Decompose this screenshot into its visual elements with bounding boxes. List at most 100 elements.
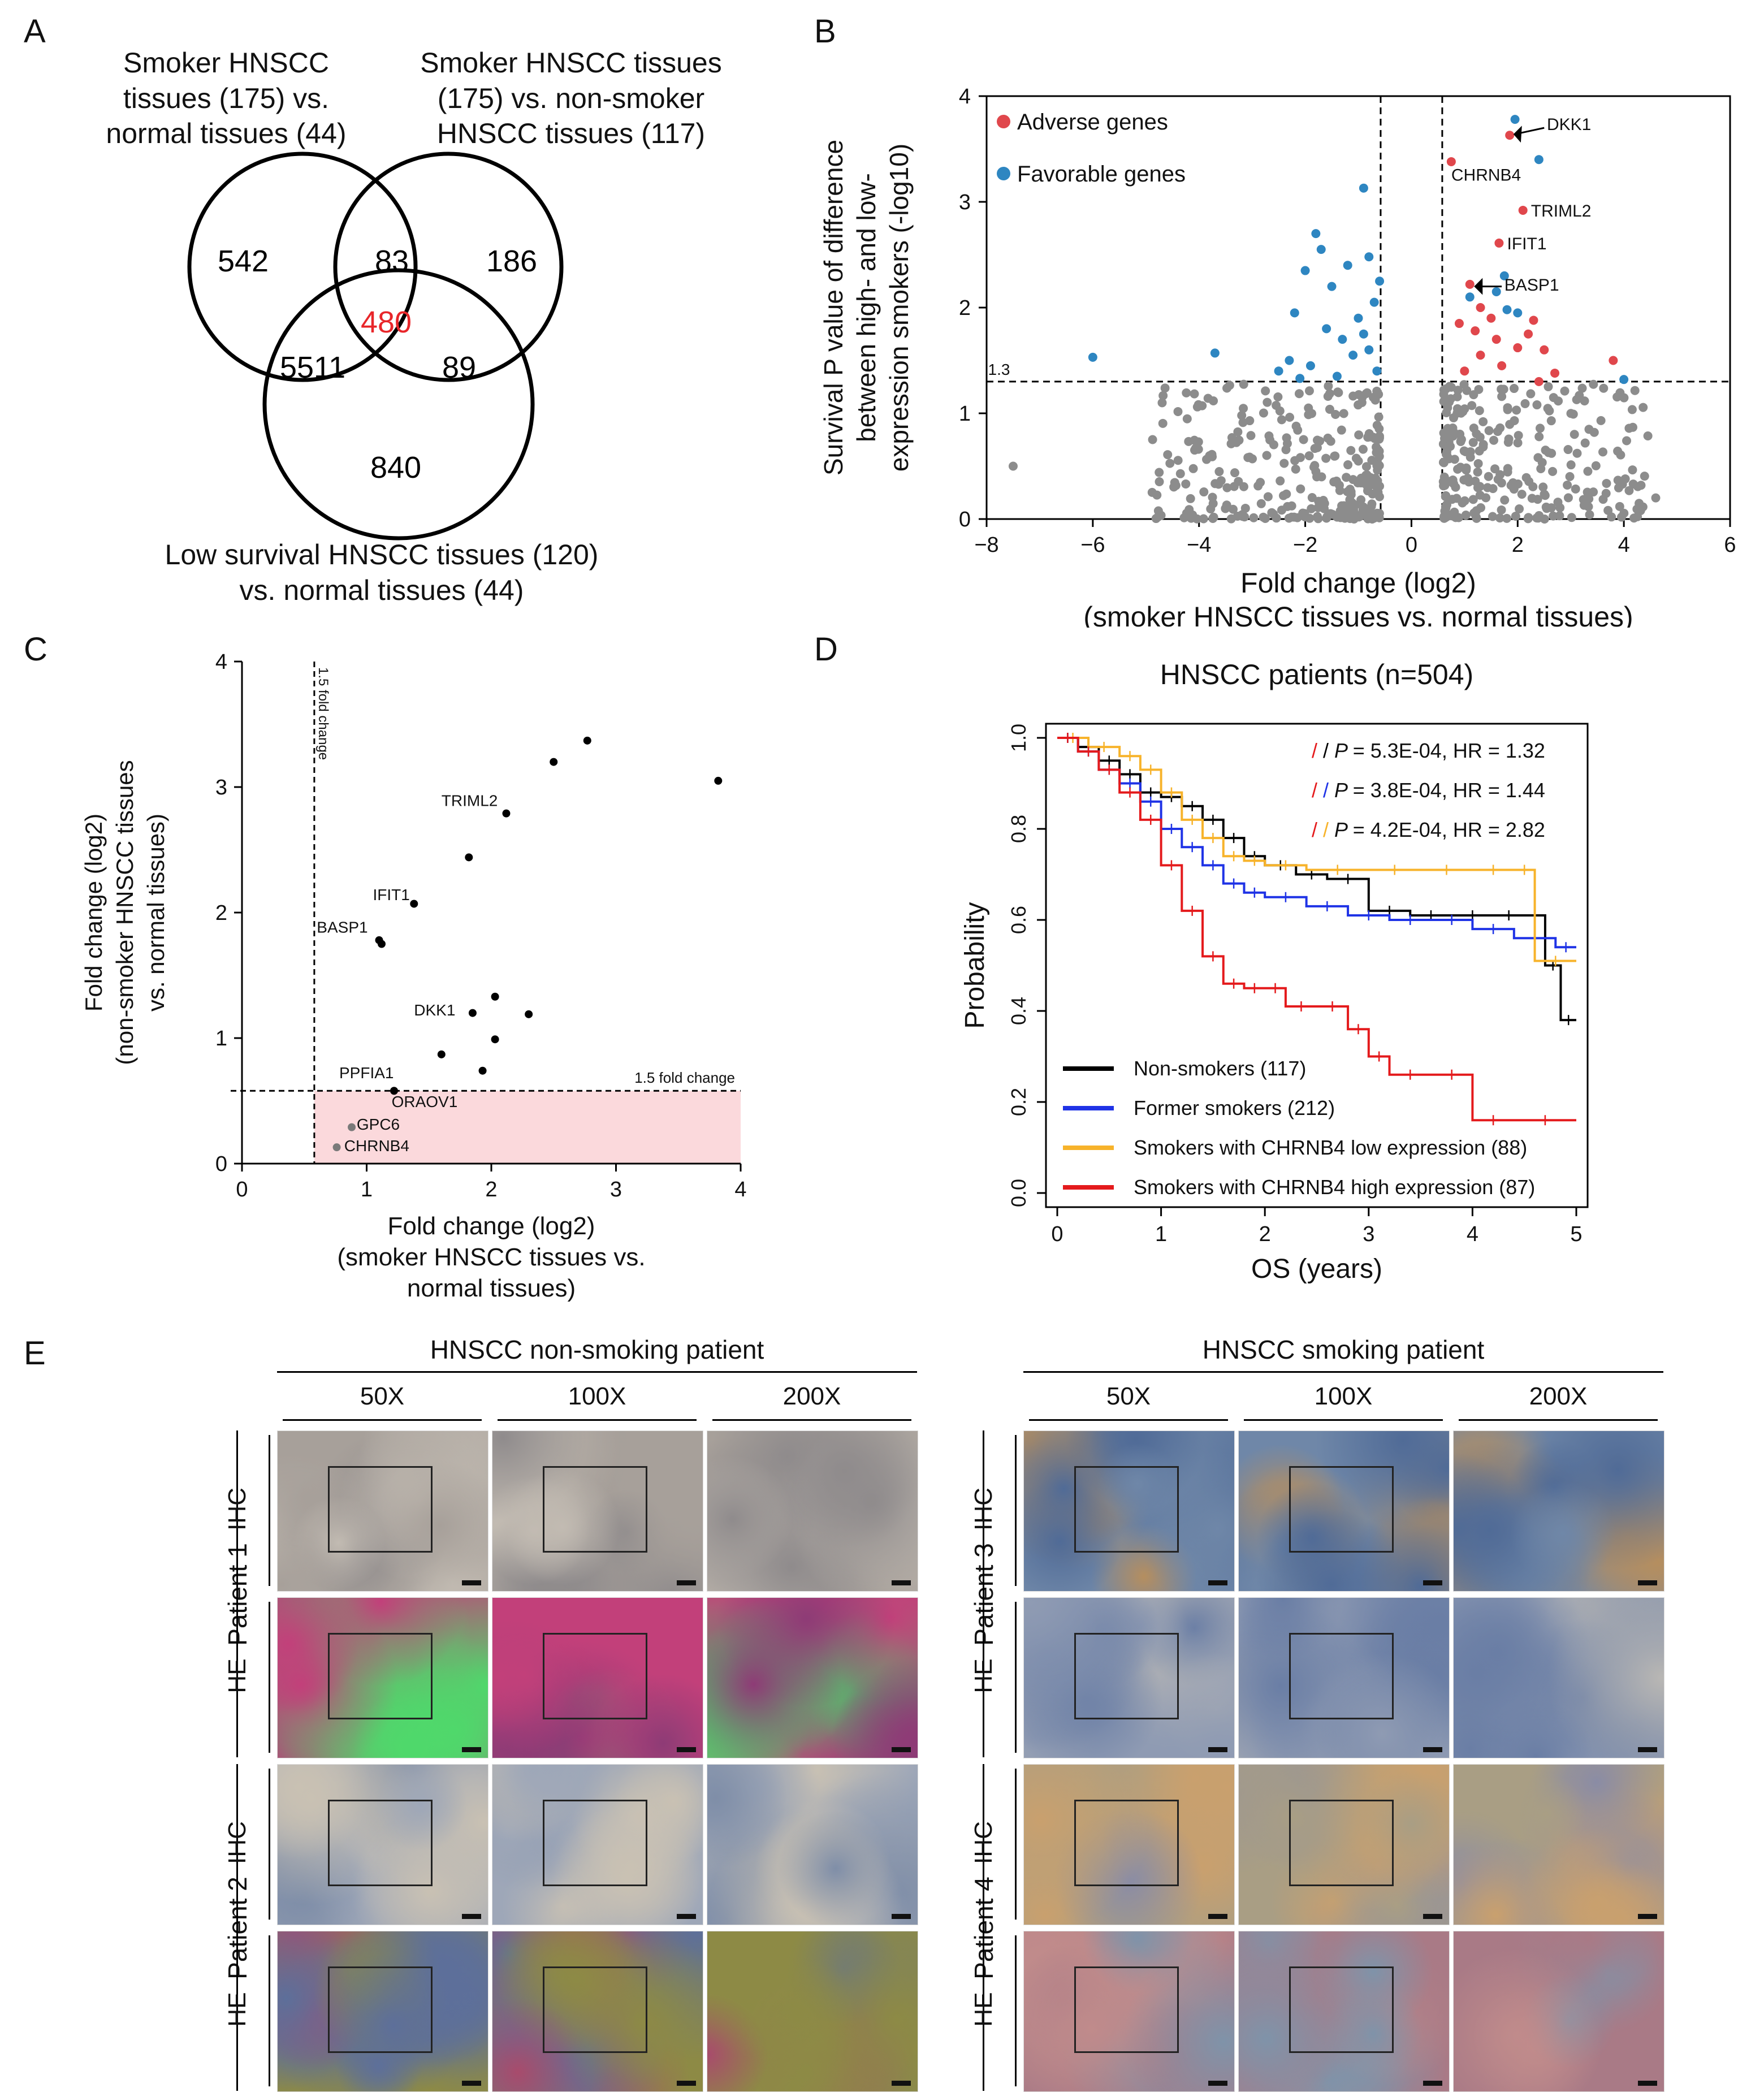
point-other	[1261, 386, 1270, 396]
y-tick-label: 0	[959, 508, 971, 531]
point-other	[1462, 463, 1471, 473]
point-other	[1372, 461, 1382, 470]
point-other	[1555, 511, 1564, 521]
point-other	[1535, 423, 1545, 433]
point-other	[1263, 492, 1273, 502]
point-other	[1153, 506, 1163, 516]
point-other	[1446, 382, 1456, 392]
y-tick-label: 4	[215, 650, 227, 674]
point-adverse	[1497, 361, 1507, 370]
point-other	[1182, 414, 1192, 423]
point-other	[1209, 396, 1218, 406]
x-tick-label: 2	[485, 1178, 497, 1201]
scale-bar	[462, 2081, 481, 2086]
scale-bar	[1638, 1580, 1657, 1585]
group-title: HNSCC smoking patient	[1202, 1335, 1485, 1364]
micrograph-image	[1023, 1597, 1235, 1758]
point-other	[1374, 509, 1384, 518]
magnification-label: 100X	[568, 1382, 626, 1410]
magnification-rule	[1244, 1419, 1443, 1421]
venn-count-left-right: 83	[375, 244, 409, 278]
annotation-label: CHRNB4	[344, 1137, 409, 1155]
scale-bar	[1208, 1747, 1227, 1752]
data-point	[550, 758, 558, 766]
point-other	[1488, 512, 1498, 521]
legend-label: Favorable genes	[1017, 162, 1186, 187]
highlight-band	[314, 1091, 741, 1164]
scale-bar	[1638, 1747, 1657, 1752]
point-other	[1548, 466, 1558, 476]
point-other	[1331, 476, 1341, 486]
point-other	[1598, 495, 1608, 504]
point-other	[1273, 392, 1283, 402]
point-other	[1508, 478, 1518, 487]
point-other	[1363, 388, 1372, 397]
point-other	[1240, 512, 1250, 522]
point-other	[1546, 416, 1556, 426]
group-title: HNSCC non-smoking patient	[430, 1335, 764, 1364]
point-other	[1342, 473, 1351, 482]
point-other	[1638, 403, 1648, 412]
zoom-box	[1289, 1800, 1394, 1887]
annotation-label: PPFIA1	[339, 1064, 394, 1082]
x-axis-label: Fold change (log2)	[1240, 567, 1476, 599]
micrograph-image	[492, 1430, 703, 1592]
point-other	[1619, 508, 1629, 518]
km-curve	[1057, 737, 1576, 962]
point-adverse	[1476, 351, 1485, 360]
point-favorable	[1338, 335, 1347, 344]
point-other	[1572, 448, 1582, 458]
point-other	[1459, 380, 1469, 390]
zoom-box	[328, 1633, 433, 1720]
annotation-label: TRIML2	[442, 792, 498, 809]
point-other	[1307, 493, 1317, 503]
point-other	[1312, 472, 1322, 482]
point-favorable	[1354, 313, 1363, 323]
point-other	[1339, 409, 1348, 418]
x-axis-label: (smoker HNSCC tissues vs.	[337, 1243, 645, 1271]
point-other	[1450, 507, 1459, 517]
point-other	[1471, 512, 1481, 522]
point-other	[1343, 460, 1353, 470]
point-other	[1234, 435, 1244, 445]
zoom-box	[1074, 1633, 1179, 1720]
data-point	[583, 736, 591, 745]
point-other	[1544, 448, 1553, 457]
magnification-label: 200X	[782, 1382, 841, 1410]
y-tick-label: 3	[959, 191, 971, 214]
point-adverse	[1513, 343, 1523, 353]
group-rule	[1023, 1371, 1663, 1373]
point-other	[1277, 415, 1286, 425]
point-other	[1285, 412, 1295, 422]
x-tick-label: 2	[1259, 1222, 1271, 1246]
point-other	[1490, 464, 1500, 474]
scale-bar	[1208, 2081, 1227, 2086]
x-tick-label: 0	[1406, 533, 1417, 557]
point-adverse	[1460, 366, 1469, 376]
point-other	[1239, 379, 1248, 389]
point-other	[1155, 477, 1164, 487]
legend-label: Non-smokers (117)	[1134, 1057, 1306, 1080]
point-adverse	[1524, 329, 1533, 339]
point-other	[1484, 426, 1494, 435]
magnification-rule	[1029, 1419, 1228, 1421]
point-adverse	[1534, 377, 1544, 386]
venn-circle-bottom	[262, 268, 535, 541]
point-other	[1181, 479, 1191, 489]
point-other	[1354, 430, 1364, 440]
point-favorable	[1348, 351, 1358, 360]
x-axis-label: (smoker HNSCC tissues vs. normal tissues…	[1083, 601, 1633, 628]
point-other	[1152, 490, 1162, 500]
x-tick-label: 3	[1363, 1222, 1374, 1246]
micrograph-image	[277, 1764, 488, 1925]
point-other	[1337, 425, 1346, 435]
point-other	[1158, 418, 1168, 428]
point-other	[1441, 492, 1450, 502]
stain-label: IHC	[223, 1821, 251, 1864]
point-favorable	[1364, 252, 1374, 262]
point-other	[1629, 513, 1639, 523]
point-favorable	[1465, 292, 1475, 302]
point-other	[1356, 495, 1366, 505]
y-tick-label: 0.2	[1007, 1088, 1030, 1116]
point-other	[1497, 384, 1506, 394]
